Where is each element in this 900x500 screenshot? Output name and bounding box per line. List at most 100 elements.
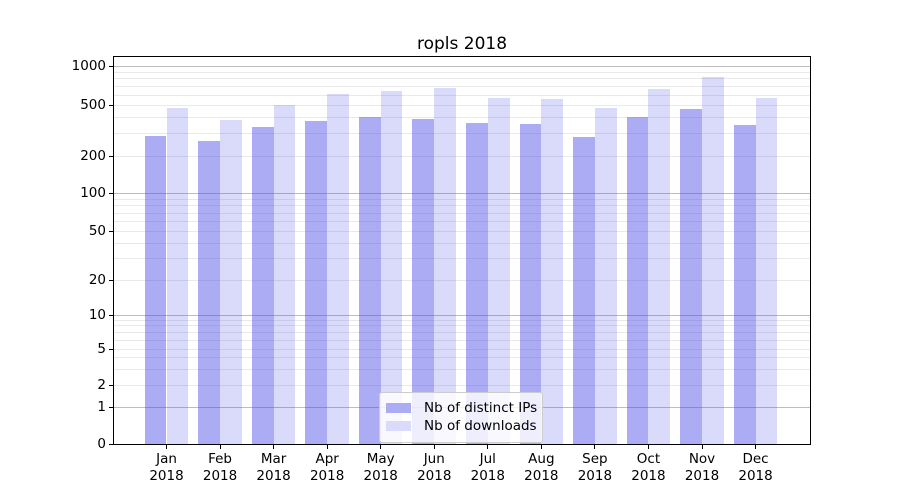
bar-downloads-feb <box>220 120 242 444</box>
x-tick-label-jun: Jun 2018 <box>404 451 464 484</box>
legend: Nb of distinct IPs Nb of downloads <box>379 392 543 443</box>
x-tick-mark <box>701 445 703 449</box>
x-tick-label-mar: Mar 2018 <box>244 451 304 484</box>
bar-distinct-ips-jun <box>412 118 435 444</box>
x-tick-year: 2018 <box>309 467 345 484</box>
bar-downloads-sep <box>594 107 617 444</box>
x-tick-month: Jun <box>423 451 445 467</box>
y-tick-mark <box>109 406 113 408</box>
bar-downloads-mar <box>273 105 296 444</box>
bar-downloads-apr <box>327 93 349 444</box>
bar-distinct-ips-jul <box>466 122 488 444</box>
minor-gridline <box>114 71 810 73</box>
minor-gridline <box>114 348 810 350</box>
x-tick-year: 2018 <box>524 467 559 484</box>
x-tick-label-apr: Apr 2018 <box>297 451 357 484</box>
minor-gridline <box>114 231 810 233</box>
minor-gridline <box>114 242 810 244</box>
y-tick-mark <box>109 192 113 194</box>
legend-item-distinct-ips: Nb of distinct IPs <box>386 400 537 416</box>
x-tick-year: 2018 <box>363 467 398 484</box>
x-tick-mark <box>380 445 382 449</box>
legend-label-downloads: Nb of downloads <box>424 418 537 434</box>
y-tick-mark <box>109 65 113 67</box>
minor-gridline <box>114 319 810 321</box>
bar-downloads-dec <box>755 97 778 444</box>
x-tick-month: Aug <box>528 451 555 467</box>
y-tick-mark <box>109 384 113 386</box>
bar-downloads-jul <box>487 98 510 444</box>
legend-swatch-distinct-ips-icon <box>386 403 411 413</box>
x-tick-year: 2018 <box>738 467 773 484</box>
legend-label-distinct-ips: Nb of distinct IPs <box>424 400 538 416</box>
minor-gridline <box>114 357 810 359</box>
x-tick-mark <box>487 445 489 449</box>
bar-distinct-ips-aug <box>519 123 542 444</box>
legend-item-downloads: Nb of downloads <box>386 418 537 434</box>
y-tick-label-1: 1 <box>97 398 106 415</box>
y-tick-mark <box>109 105 113 107</box>
minor-gridline <box>114 94 810 96</box>
x-tick-label-feb: Feb 2018 <box>190 451 250 484</box>
y-tick-label-20: 20 <box>88 271 106 288</box>
minor-gridline <box>114 258 810 260</box>
chart-title: ropls 2018 <box>416 34 508 54</box>
x-tick-mark <box>433 445 435 449</box>
y-tick-label-10: 10 <box>88 306 106 323</box>
bar-distinct-ips-dec <box>733 125 756 444</box>
x-tick-mark <box>755 445 757 449</box>
y-tick-label-200: 200 <box>80 147 106 164</box>
x-tick-mark <box>166 445 167 449</box>
x-tick-month: Oct <box>636 451 661 467</box>
bar-distinct-ips-feb <box>198 140 221 444</box>
x-tick-mark <box>647 445 649 449</box>
minor-gridline <box>114 105 810 107</box>
bar-downloads-jun <box>434 87 457 444</box>
x-tick-month: Mar <box>260 451 287 467</box>
y-tick-mark <box>109 155 113 157</box>
x-tick-label-sep: Sep 2018 <box>565 451 625 484</box>
y-tick-label-1000: 1000 <box>71 57 106 74</box>
minor-gridline <box>114 155 810 157</box>
major-gridline <box>114 65 810 67</box>
minor-gridline <box>114 221 810 223</box>
y-tick-label-2: 2 <box>97 376 106 393</box>
minor-gridline <box>114 133 810 135</box>
bar-distinct-ips-oct <box>626 117 649 444</box>
y-tick-label-50: 50 <box>88 223 106 240</box>
x-tick-mark <box>219 445 221 449</box>
minor-gridline <box>114 339 810 341</box>
x-tick-label-nov: Nov 2018 <box>672 451 732 484</box>
minor-gridline <box>114 212 810 214</box>
legend-swatch-downloads-icon <box>386 421 411 431</box>
bar-distinct-ips-may <box>358 117 381 444</box>
x-tick-year: 2018 <box>256 467 291 484</box>
x-tick-label-dec: Dec 2018 <box>726 451 786 484</box>
x-tick-mark <box>273 445 275 449</box>
minor-gridline <box>114 117 810 119</box>
major-gridline <box>114 314 810 316</box>
x-tick-month: Dec <box>742 451 769 467</box>
y-tick-label-0: 0 <box>97 435 106 452</box>
x-tick-year: 2018 <box>631 467 666 484</box>
x-tick-month: May <box>366 451 395 467</box>
x-tick-year: 2018 <box>684 467 720 484</box>
minor-gridline <box>114 368 810 370</box>
x-tick-year: 2018 <box>577 467 613 484</box>
x-tick-month: Nov <box>688 451 716 467</box>
y-tick-mark <box>109 348 113 350</box>
x-tick-label-aug: Aug 2018 <box>511 451 571 484</box>
bar-distinct-ips-mar <box>251 126 274 444</box>
x-tick-label-oct: Oct 2018 <box>618 451 678 484</box>
minor-gridline <box>114 198 810 200</box>
x-tick-label-jul: Jul 2018 <box>458 451 518 484</box>
bar-downloads-aug <box>541 99 564 444</box>
minor-gridline <box>114 331 810 333</box>
minor-gridline <box>114 325 810 327</box>
x-tick-mark <box>594 445 596 449</box>
x-tick-year: 2018 <box>202 467 238 484</box>
y-tick-label-5: 5 <box>97 340 106 357</box>
bar-distinct-ips-jan <box>144 135 167 444</box>
x-tick-year: 2018 <box>470 467 505 484</box>
